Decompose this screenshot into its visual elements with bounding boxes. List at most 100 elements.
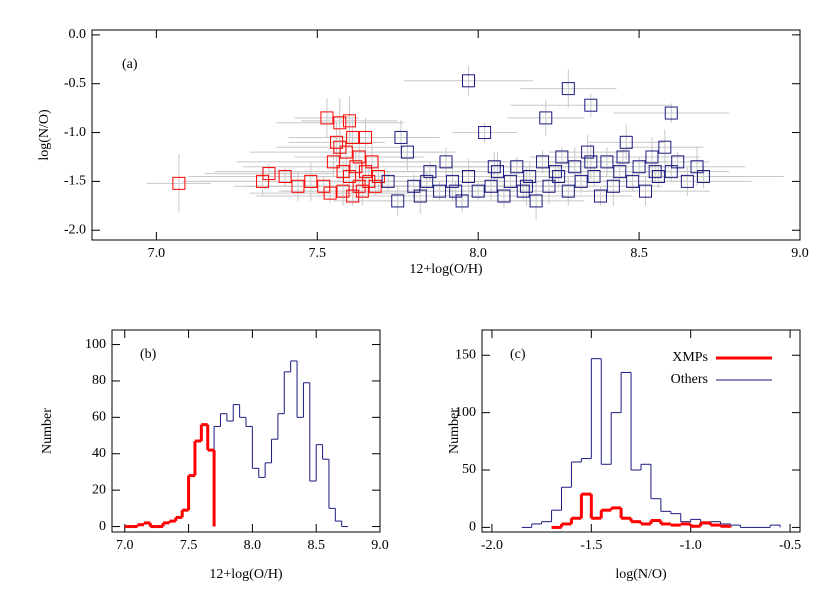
point: [368, 179, 382, 193]
y-axis-label: Number: [447, 408, 462, 454]
point: [664, 106, 678, 120]
y-tick-label: 100: [85, 337, 106, 352]
y-tick-label: 100: [455, 405, 476, 420]
point: [490, 165, 504, 179]
point: [420, 174, 434, 188]
point: [632, 160, 646, 174]
point: [552, 170, 566, 184]
point: [478, 126, 492, 140]
point: [619, 135, 633, 149]
y-tick-label: 0.0: [69, 27, 87, 42]
legend-label: Others: [671, 372, 708, 387]
point: [680, 174, 694, 188]
point: [333, 140, 347, 154]
point: [172, 176, 186, 190]
point: [365, 155, 379, 169]
x-tick-label: 8.0: [469, 246, 487, 261]
y-tick-label: 0: [469, 520, 476, 535]
x-axis-label: 12+log(O/H): [409, 262, 483, 277]
x-tick-label: -0.5: [779, 538, 801, 553]
point: [503, 174, 517, 188]
point: [523, 170, 537, 184]
point: [342, 114, 356, 128]
x-axis-label: log(N/O): [615, 567, 667, 582]
plot-frame: [111, 329, 381, 533]
point: [584, 155, 598, 169]
x-tick-label: 9.0: [791, 246, 809, 261]
point: [320, 111, 334, 125]
panel-label: (a): [122, 57, 138, 72]
x-tick-label: 8.5: [307, 538, 325, 553]
plot-frame: [91, 29, 801, 241]
point: [626, 174, 640, 188]
legend-label: XMPs: [672, 350, 708, 365]
point: [333, 116, 347, 130]
point: [346, 189, 360, 203]
point: [326, 155, 340, 169]
point: [606, 179, 620, 193]
point: [593, 189, 607, 203]
point: [542, 179, 556, 193]
point: [639, 184, 653, 198]
point: [433, 184, 447, 198]
point: [423, 165, 437, 179]
point: [536, 155, 550, 169]
point: [600, 155, 614, 169]
panel-label: (b): [140, 347, 157, 362]
point: [487, 160, 501, 174]
point: [568, 160, 582, 174]
point: [471, 184, 485, 198]
point: [561, 82, 575, 96]
panel-label: (c): [510, 347, 526, 362]
point: [651, 170, 665, 184]
y-axis-label: Number: [40, 408, 55, 454]
x-tick-label: 7.0: [148, 246, 166, 261]
point: [645, 150, 659, 164]
point: [381, 174, 395, 188]
point: [449, 184, 463, 198]
plot-frame: [481, 329, 801, 533]
point: [346, 130, 360, 144]
point: [555, 150, 569, 164]
point: [336, 184, 350, 198]
point: [323, 186, 337, 200]
point: [658, 140, 672, 154]
x-tick-label: 7.0: [116, 538, 134, 553]
y-tick-label: -1.5: [64, 174, 86, 189]
point: [462, 74, 476, 88]
point: [529, 194, 543, 208]
point: [671, 155, 685, 169]
point: [519, 179, 533, 193]
y-tick-label: 0: [99, 519, 106, 534]
point: [291, 179, 305, 193]
point: [548, 165, 562, 179]
x-tick-label: 8.5: [630, 246, 648, 261]
point: [262, 167, 276, 181]
point: [648, 165, 662, 179]
point: [391, 194, 405, 208]
point: [413, 189, 427, 203]
point: [561, 184, 575, 198]
x-tick-label: -1.5: [580, 538, 602, 553]
point: [497, 189, 511, 203]
x-tick-label: -1.0: [680, 538, 702, 553]
point: [574, 174, 588, 188]
y-tick-label: -1.0: [64, 125, 86, 140]
point: [516, 184, 530, 198]
point: [696, 170, 710, 184]
point: [616, 150, 630, 164]
y-tick-label: 60: [92, 410, 106, 425]
point: [539, 111, 553, 125]
x-axis-label: 12+log(O/H): [209, 567, 283, 582]
point: [445, 174, 459, 188]
point: [400, 145, 414, 159]
point: [484, 179, 498, 193]
x-tick-label: 9.0: [371, 538, 389, 553]
x-tick-label: -2.0: [481, 538, 503, 553]
y-tick-label: 50: [462, 462, 476, 477]
point: [278, 170, 292, 184]
x-tick-label: 7.5: [309, 246, 327, 261]
point: [359, 130, 373, 144]
y-tick-label: 150: [455, 347, 476, 362]
